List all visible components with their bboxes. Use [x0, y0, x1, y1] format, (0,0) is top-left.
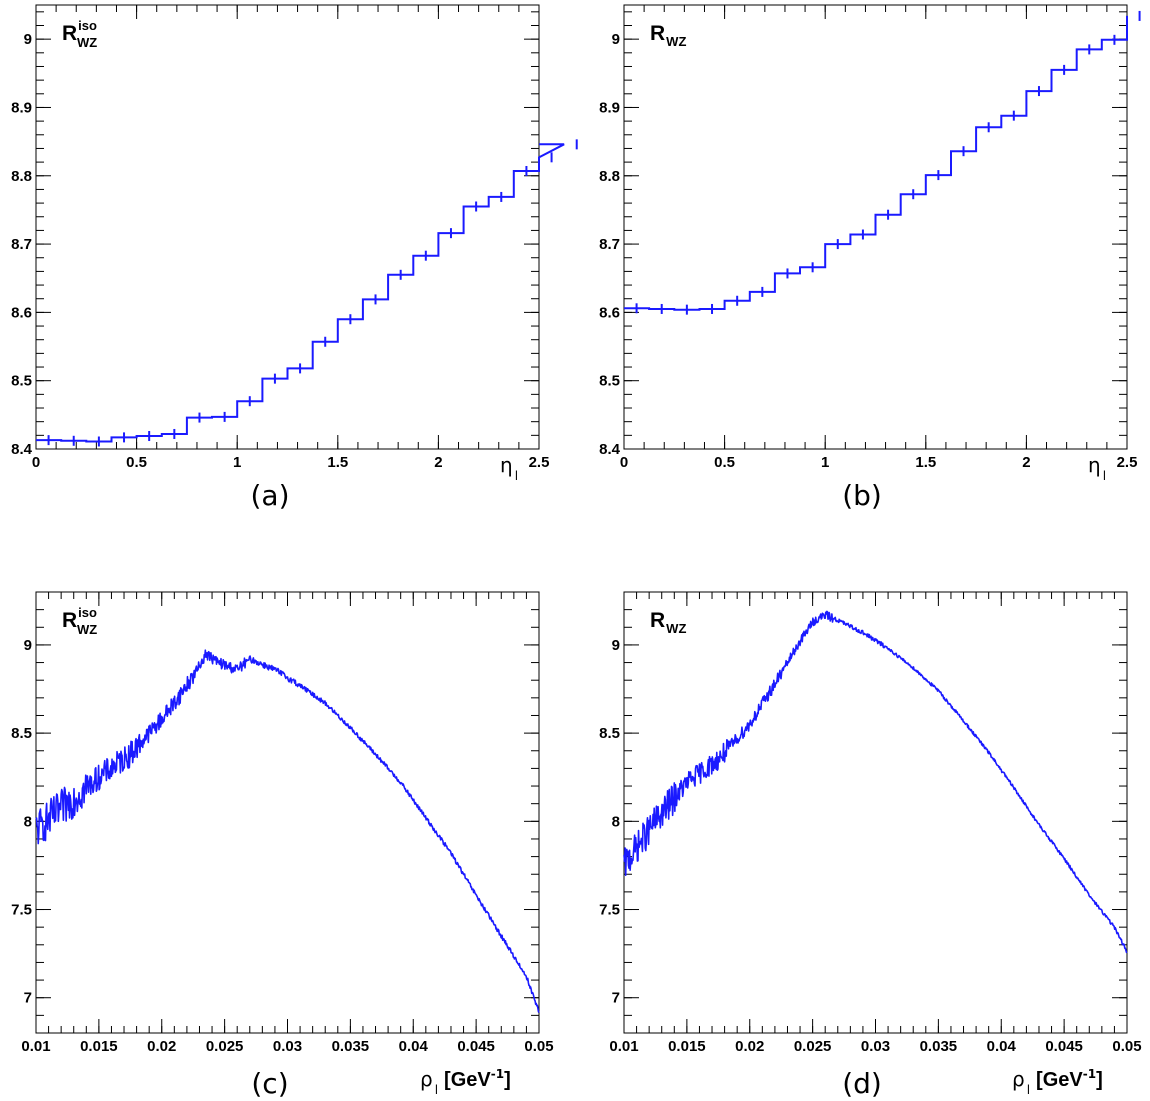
y-axis-label: Riso — [62, 18, 97, 45]
y-tick-label: 8.5 — [11, 373, 32, 390]
x-tick-label: 2.5 — [1117, 454, 1138, 471]
x-tick-label: 1.5 — [327, 454, 348, 471]
x-tick-label: 0.01 — [609, 1038, 638, 1055]
y-tick-label: 9 — [24, 637, 32, 654]
plot-frame — [623, 4, 1128, 450]
y-tick-label: 8 — [24, 813, 32, 830]
x-tick-label: 0 — [620, 454, 628, 471]
x-tick-label: 0.01 — [21, 1038, 50, 1055]
x-tick-label: 0.05 — [524, 1038, 553, 1055]
y-tick-label: 9 — [612, 31, 620, 48]
y-tick-label: 7.5 — [599, 902, 620, 919]
y-axis-label: RWZ — [650, 22, 686, 49]
y-axis-label-sub: WZ — [77, 35, 97, 50]
panel-tag: (c) — [251, 1067, 288, 1100]
x-tick-label: 0.045 — [1045, 1038, 1083, 1055]
y-tick-label: 7 — [24, 990, 32, 1007]
x-tick-label: 0.015 — [80, 1038, 118, 1055]
x-tick-label: 0.02 — [735, 1038, 764, 1055]
y-tick-label: 9 — [612, 637, 620, 654]
x-tick-label: 2.5 — [529, 454, 550, 471]
x-tick-label: 2 — [434, 454, 442, 471]
y-tick-label: 8.5 — [599, 373, 620, 390]
y-axis-label: RWZ — [650, 609, 686, 636]
panel-tag: (b) — [842, 479, 882, 512]
data-curve — [35, 649, 540, 1013]
chart-panel-b: 0 0.5 1 1.5 2 2.5 8.4 8.5 8.6 8.7 8.8 8.9 9 RWZ η l (b) — [599, 4, 1141, 512]
x-tick-label: 1.5 — [915, 454, 936, 471]
y-tick-label: 8.5 — [599, 725, 620, 742]
x-tick-label: 0.025 — [206, 1038, 244, 1055]
y-tick-label: 8.9 — [599, 99, 620, 116]
x-tick-label: 0.03 — [861, 1038, 890, 1055]
y-tick-label: 9 — [24, 31, 32, 48]
x-axis-label: ρ l [GeV-1] — [1012, 1067, 1103, 1097]
x-tick-label: 2 — [1022, 454, 1030, 471]
y-tick-label: 8.4 — [599, 441, 621, 458]
panel-tag: (d) — [842, 1067, 882, 1100]
step-line — [624, 15, 1128, 311]
y-tick-label: 8.6 — [599, 304, 620, 321]
y-tick-label: 8 — [612, 813, 620, 830]
y-tick-label: 8.4 — [11, 441, 33, 458]
x-tick-label: 1 — [821, 454, 829, 471]
plot-frame — [623, 591, 1128, 1034]
x-tick-label: 0 — [32, 454, 40, 471]
y-tick-label: 8.6 — [11, 304, 32, 321]
y-tick-label: 7.5 — [11, 902, 32, 919]
y-tick-label: 8.7 — [599, 236, 620, 253]
plot-frame — [35, 4, 540, 450]
x-tick-label: 1 — [233, 454, 241, 471]
x-axis-label: ρ l [GeV-1] — [420, 1067, 511, 1097]
data-curve — [623, 610, 1128, 954]
x-tick-label: 0.045 — [457, 1038, 495, 1055]
x-tick-label: 0.04 — [399, 1038, 429, 1055]
x-tick-label: 0.5 — [126, 454, 147, 471]
y-tick-label: 8.8 — [11, 168, 32, 185]
y-tick-label: 8.9 — [11, 99, 32, 116]
plot-frame — [35, 591, 540, 1034]
panel-tag: (a) — [250, 479, 289, 512]
y-axis-label: Riso — [62, 605, 97, 632]
y-tick-label: 8.5 — [11, 725, 32, 742]
chart-panel-c: 0.01 0.015 0.02 0.025 0.03 0.035 0.04 0.045 0.05… — [11, 591, 554, 1100]
x-tick-label: 0.03 — [273, 1038, 302, 1055]
x-tick-label: 0.025 — [794, 1038, 832, 1055]
x-tick-label: 0.035 — [920, 1038, 958, 1055]
x-tick-label: 0.02 — [147, 1038, 176, 1055]
step-line — [36, 143, 565, 443]
y-axis-label-sub: WZ — [77, 622, 97, 637]
x-tick-label: 0.035 — [332, 1038, 370, 1055]
x-tick-label: 0.015 — [668, 1038, 706, 1055]
x-tick-label: 0.05 — [1112, 1038, 1141, 1055]
y-tick-label: 8.8 — [599, 168, 620, 185]
y-tick-label: 7 — [612, 990, 620, 1007]
chart-panel-d: 0.01 0.015 0.02 0.025 0.03 0.035 0.04 0.045 0.05… — [599, 591, 1142, 1100]
y-tick-label: 8.7 — [11, 236, 32, 253]
x-tick-label: 0.04 — [987, 1038, 1017, 1055]
x-tick-label: 0.5 — [714, 454, 735, 471]
